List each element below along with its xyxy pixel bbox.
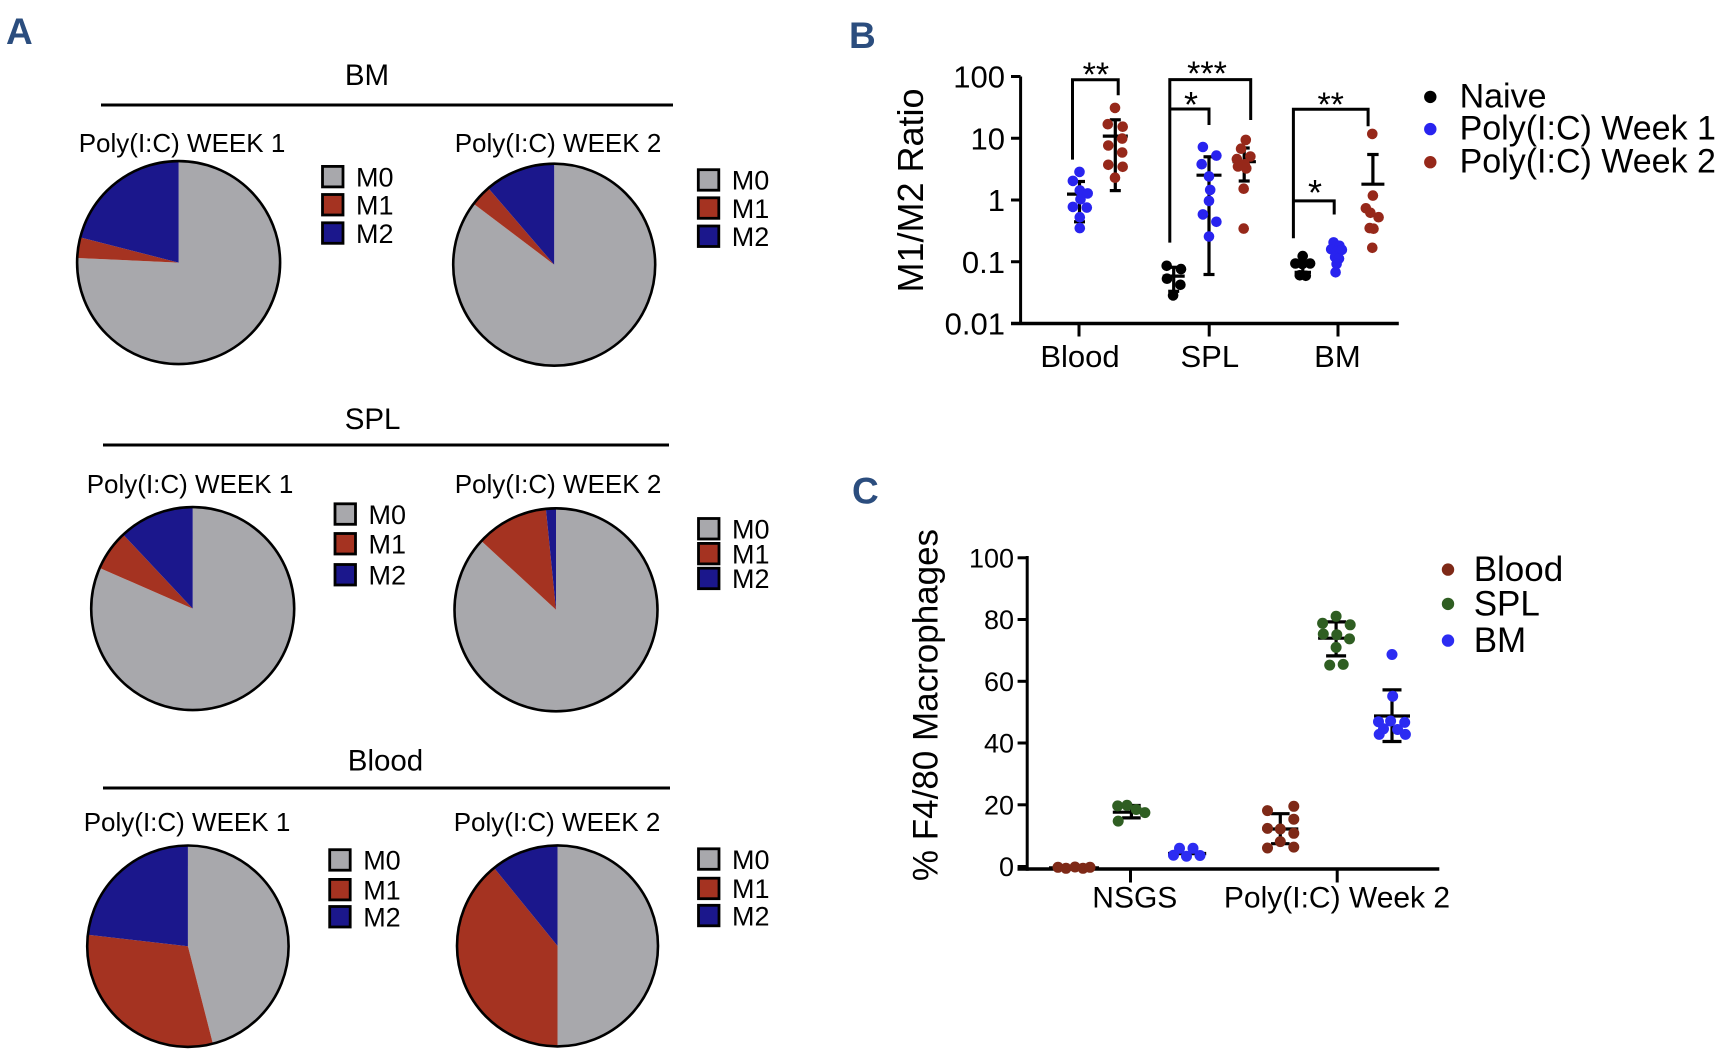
svg-text:C: C <box>852 471 879 512</box>
svg-text:M1: M1 <box>732 539 770 569</box>
svg-text:80: 80 <box>984 605 1014 635</box>
svg-text:M0: M0 <box>356 162 394 192</box>
svg-text:40: 40 <box>984 729 1014 759</box>
svg-text:SPL: SPL <box>1474 585 1540 624</box>
svg-text:0.01: 0.01 <box>945 307 1005 342</box>
svg-text:0: 0 <box>999 852 1014 882</box>
svg-text:M2: M2 <box>732 564 770 594</box>
svg-text:A: A <box>6 11 33 52</box>
svg-text:M1: M1 <box>732 194 770 224</box>
svg-text:M1: M1 <box>356 191 394 221</box>
svg-text:SPL: SPL <box>1180 339 1239 374</box>
svg-text:M2: M2 <box>732 901 770 931</box>
svg-text:Poly(I:C) Week 1: Poly(I:C) Week 1 <box>1460 110 1716 148</box>
svg-text:M2: M2 <box>369 561 407 591</box>
svg-text:Blood: Blood <box>1474 550 1564 589</box>
svg-text:M1: M1 <box>363 875 401 905</box>
svg-text:*: * <box>1184 84 1198 125</box>
svg-text:Poly(I:C) WEEK 2: Poly(I:C) WEEK 2 <box>455 128 662 158</box>
svg-text:Blood: Blood <box>348 745 423 778</box>
svg-text:BM: BM <box>1314 339 1361 374</box>
svg-text:20: 20 <box>984 790 1014 820</box>
svg-text:1: 1 <box>988 183 1005 218</box>
svg-text:M2: M2 <box>356 219 394 249</box>
svg-text:Poly(I:C) WEEK 2: Poly(I:C) WEEK 2 <box>455 469 662 499</box>
svg-text:Poly(I:C) WEEK 1: Poly(I:C) WEEK 1 <box>84 807 291 837</box>
svg-text:BM: BM <box>1474 621 1527 660</box>
svg-text:Poly(I:C) WEEK 1: Poly(I:C) WEEK 1 <box>79 128 286 158</box>
svg-text:*: * <box>1308 172 1322 213</box>
svg-text:60: 60 <box>984 667 1014 697</box>
svg-text:M1/M2 Ratio: M1/M2 Ratio <box>890 88 931 292</box>
svg-text:10: 10 <box>971 121 1005 156</box>
svg-text:M0: M0 <box>369 500 407 530</box>
svg-text:M2: M2 <box>363 903 401 933</box>
svg-text:NSGS: NSGS <box>1092 882 1177 915</box>
svg-text:% F4/80 Macrophages: % F4/80 Macrophages <box>907 529 946 881</box>
svg-text:M0: M0 <box>732 845 770 875</box>
svg-text:M0: M0 <box>732 166 770 196</box>
svg-text:Poly(I:C) WEEK 1: Poly(I:C) WEEK 1 <box>87 469 294 499</box>
svg-text:M0: M0 <box>732 515 770 545</box>
svg-text:***: *** <box>1187 55 1227 93</box>
svg-text:M2: M2 <box>732 222 770 252</box>
svg-text:B: B <box>849 15 876 56</box>
svg-text:SPL: SPL <box>345 403 401 436</box>
svg-text:Naive: Naive <box>1460 77 1547 115</box>
svg-text:M1: M1 <box>369 530 407 560</box>
svg-text:BM: BM <box>345 59 389 92</box>
svg-text:M0: M0 <box>363 846 401 876</box>
svg-text:Poly(I:C) Week 2: Poly(I:C) Week 2 <box>1460 143 1716 181</box>
svg-text:Blood: Blood <box>1040 339 1119 374</box>
svg-text:M1: M1 <box>732 874 770 904</box>
svg-text:0.1: 0.1 <box>962 245 1005 280</box>
svg-text:100: 100 <box>969 543 1014 573</box>
svg-text:**: ** <box>1317 86 1343 124</box>
svg-text:Poly(I:C) WEEK 2: Poly(I:C) WEEK 2 <box>454 807 661 837</box>
svg-text:Poly(I:C) Week 2: Poly(I:C) Week 2 <box>1224 882 1450 915</box>
svg-text:**: ** <box>1083 56 1109 94</box>
svg-text:100: 100 <box>953 60 1005 95</box>
